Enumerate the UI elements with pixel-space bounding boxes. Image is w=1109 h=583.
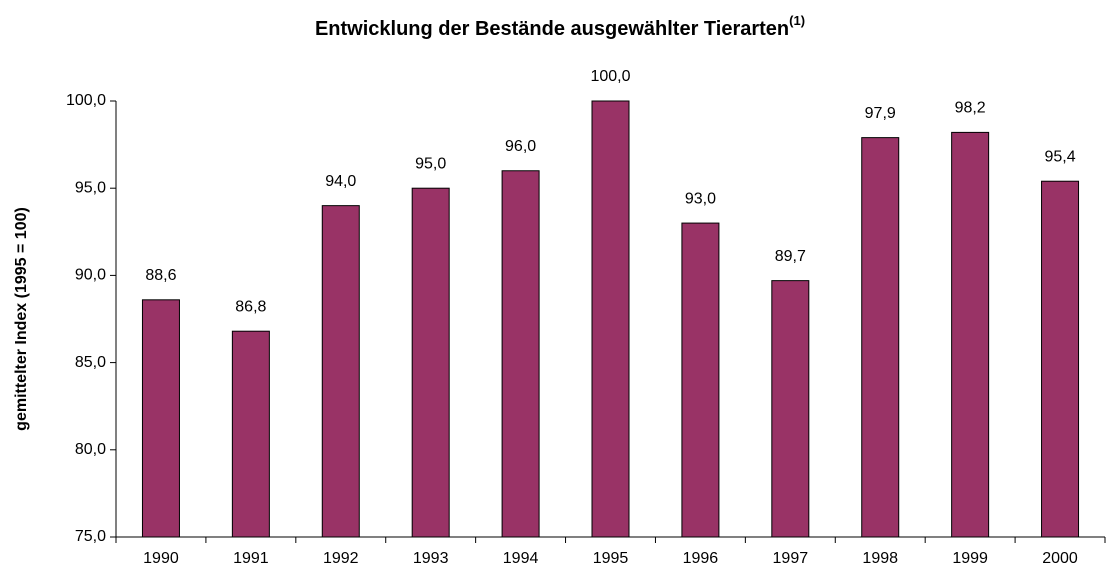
bar: [861, 137, 900, 538]
value-label: 100,0: [590, 68, 630, 85]
value-label: 97,9: [865, 105, 896, 122]
value-label: 95,0: [415, 155, 446, 172]
x-tick-label: 1992: [323, 550, 359, 567]
x-tick-label: 2000: [1042, 550, 1078, 567]
bar: [231, 330, 270, 538]
x-tick-label: 1990: [143, 550, 179, 567]
x-tick-label: 1999: [952, 550, 988, 567]
bar: [411, 187, 450, 538]
chart-title: Entwicklung der Bestände ausgewählter Ti…: [315, 13, 805, 40]
bar: [951, 131, 990, 538]
bar: [1041, 180, 1080, 538]
x-tick-label: 1996: [683, 550, 719, 567]
y-tick-label: 100,0: [66, 92, 106, 109]
x-tick-label: 1995: [593, 550, 629, 567]
x-tick-label: 1994: [503, 550, 539, 567]
value-label: 88,6: [145, 267, 176, 284]
title-superscript: (1): [789, 13, 805, 28]
value-label: 94,0: [325, 173, 356, 190]
bar: [321, 205, 360, 538]
y-tick-label: 75,0: [75, 528, 106, 545]
bar: [771, 280, 810, 538]
bar: [141, 299, 180, 538]
bar: [681, 222, 720, 538]
y-tick-label: 80,0: [75, 441, 106, 458]
value-label: 89,7: [775, 248, 806, 265]
value-label: 98,2: [955, 100, 986, 117]
title-text: Entwicklung der Bestände ausgewählter Ti…: [315, 18, 789, 40]
y-tick-label: 85,0: [75, 354, 106, 371]
bar: [501, 170, 540, 538]
value-label: 96,0: [505, 138, 536, 155]
y-tick-label: 90,0: [75, 267, 106, 284]
x-tick-label: 1998: [862, 550, 898, 567]
x-tick-label: 1991: [233, 550, 269, 567]
value-label: 93,0: [685, 190, 716, 207]
value-label: 86,8: [235, 298, 266, 315]
value-label: 95,4: [1044, 148, 1075, 165]
y-tick-label: 95,0: [75, 179, 106, 196]
y-axis-label: gemittelter Index (1995 = 100): [13, 207, 30, 431]
x-tick-label: 1997: [773, 550, 809, 567]
x-tick-label: 1993: [413, 550, 449, 567]
bar: [591, 100, 630, 538]
